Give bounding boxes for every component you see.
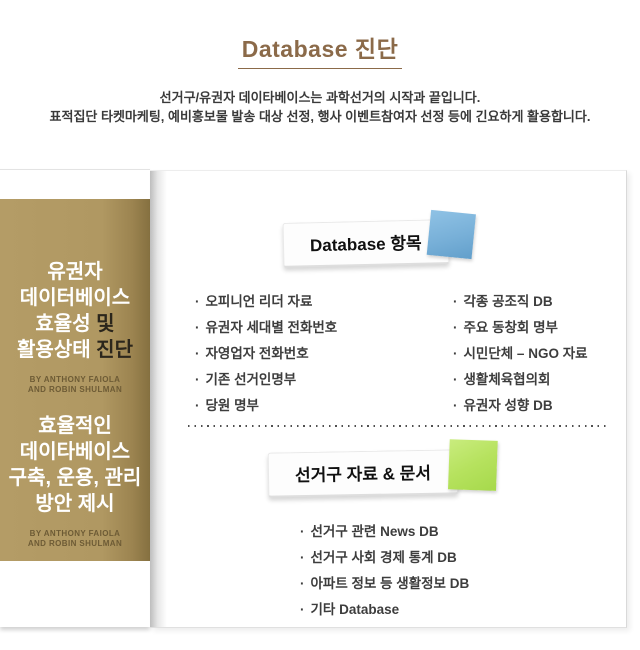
list-item: · 당원 명부 [195,393,337,419]
byline-line: AND ROBIN SHULMAN [27,539,123,548]
cover-title-line: 데이타베이스 [19,441,131,463]
list-item: · 유권자 세대별 전화번호 [195,315,337,341]
dotted-divider [188,425,606,427]
cover-text: 유권자 데이터베이스 효율성 및 활용상태 진단 BY ANTHONY FAIO… [0,259,150,549]
bullet-icon: · [453,294,458,309]
bullet-icon: · [453,346,458,361]
db-section-label: Database 항목 [282,209,476,268]
gold-cover: 유권자 데이터베이스 효율성 및 활용상태 진단 BY ANTHONY FAIO… [0,199,150,561]
list-item: · 각종 공조직 DB [453,289,588,315]
list-item: · 유권자 성향 DB [453,393,588,419]
list-item-label: 아파트 정보 등 생활정보 DB [310,576,470,591]
list-item-label: 자영업자 전화번호 [205,346,309,361]
page-title: Database 진단 [237,30,403,69]
cover-title-segment: 활용상태 [17,339,91,361]
cover-title-line: 데이터베이스 [19,287,131,309]
cover-title-line: 활용상태 진단 [0,337,150,363]
list-item-label: 선거구 사회 경제 통계 DB [310,550,457,565]
intro-line-2: 표적집단 타켓마케팅, 예비홍보물 발송 대상 선정, 행사 이벤트참여자 선정… [49,109,591,124]
doc-list: · 선거구 관련 News DB · 선거구 사회 경제 통계 DB · 아파트 정보… [300,519,469,623]
book-cover-panel: 유권자 데이터베이스 효율성 및 활용상태 진단 BY ANTHONY FAIO… [0,169,150,627]
list-item-label: 당원 명부 [205,398,259,413]
list-item: · 오피니언 리더 자료 [195,289,337,315]
list-item: · 기타 Database [300,597,469,623]
cover-title-line: 효율성 및 [0,311,150,337]
cover-byline-1: BY ANTHONY FAIOLA AND ROBIN SHULMAN [0,375,150,395]
bullet-icon: · [195,320,200,335]
list-item: · 기존 선거인명부 [195,367,337,393]
cover-title-block-2: 효율적인 데이타베이스 구축, 운용, 관리 방안 제시 [0,413,150,517]
list-item-label: 유권자 세대별 전화번호 [205,320,338,335]
doc-section-title: 선거구 자료 & 문서 [294,463,432,486]
list-item-label: 주요 동창회 명부 [463,320,558,335]
bullet-icon: · [453,320,458,335]
bullet-icon: · [300,576,305,591]
bullet-icon: · [300,602,305,617]
bullet-icon: · [195,398,200,413]
cover-title-segment: 효율성 [35,313,91,335]
cover-title-segment-dark: 및 [90,313,115,335]
list-item: · 선거구 사회 경제 통계 DB [300,545,469,571]
sticky-note-green-icon [447,439,498,491]
sticky-note-blue-icon [426,209,476,260]
list-item-label: 유권자 성향 DB [463,398,553,413]
list-item-label: 선거구 관련 News DB [310,524,439,539]
bullet-icon: · [195,346,200,361]
byline-line: BY ANTHONY FAIOLA [29,375,121,384]
list-item: · 생활체육협의회 [453,367,588,393]
byline-line: AND ROBIN SHULMAN [27,385,123,394]
db-list-right: · 각종 공조직 DB · 주요 동창회 명부 · 시민단체 – NGO 자료 · 생활… [453,289,588,419]
cover-title-line: 구축, 운용, 관리 [8,467,142,489]
list-item-label: 기타 Database [310,602,400,617]
intro-text: 선거구/유권자 데이타베이스는 과학선거의 시작과 끝입니다. 표적집단 타켓마… [0,88,640,126]
list-item: · 주요 동창회 명부 [453,315,588,341]
cover-title-line: 유권자 [47,261,103,283]
cover-title-line: 효율적인 [38,415,112,437]
bullet-icon: · [195,294,200,309]
db-list-left: · 오피니언 리더 자료 · 유권자 세대별 전화번호 · 자영업자 전화번호 · 기존… [195,289,337,419]
db-section-title: Database 항목 [309,233,422,256]
cover-byline-2: BY ANTHONY FAIOLA AND ROBIN SHULMAN [0,529,150,549]
bullet-icon: · [300,524,305,539]
list-item: · 아파트 정보 등 생활정보 DB [300,571,469,597]
list-item: · 선거구 관련 News DB [300,519,469,545]
bullet-icon: · [453,372,458,387]
cover-title-line: 방안 제시 [35,493,115,515]
byline-line: BY ANTHONY FAIOLA [29,529,121,538]
bullet-icon: · [453,398,458,413]
list-item-label: 생활체육협의회 [463,372,551,387]
list-item: · 자영업자 전화번호 [195,341,337,367]
list-item: · 시민단체 – NGO 자료 [453,341,588,367]
doc-section-label: 선거구 자료 & 문서 [267,439,498,498]
cover-title-segment-dark: 진단 [90,339,133,361]
list-item-label: 시민단체 – NGO 자료 [463,346,588,361]
list-item-label: 기존 선거인명부 [205,372,297,387]
content-card: Database 항목 · 오피니언 리더 자료 · 유권자 세대별 전화번호 · 자… [150,170,627,628]
page-title-wrap: Database 진단 [0,30,640,69]
intro-line-1: 선거구/유권자 데이타베이스는 과학선거의 시작과 끝입니다. [159,90,481,105]
page-fold-shadow [150,171,167,627]
list-item-label: 각종 공조직 DB [463,294,553,309]
bullet-icon: · [195,372,200,387]
bullet-icon: · [300,550,305,565]
list-item-label: 오피니언 리더 자료 [205,294,313,309]
